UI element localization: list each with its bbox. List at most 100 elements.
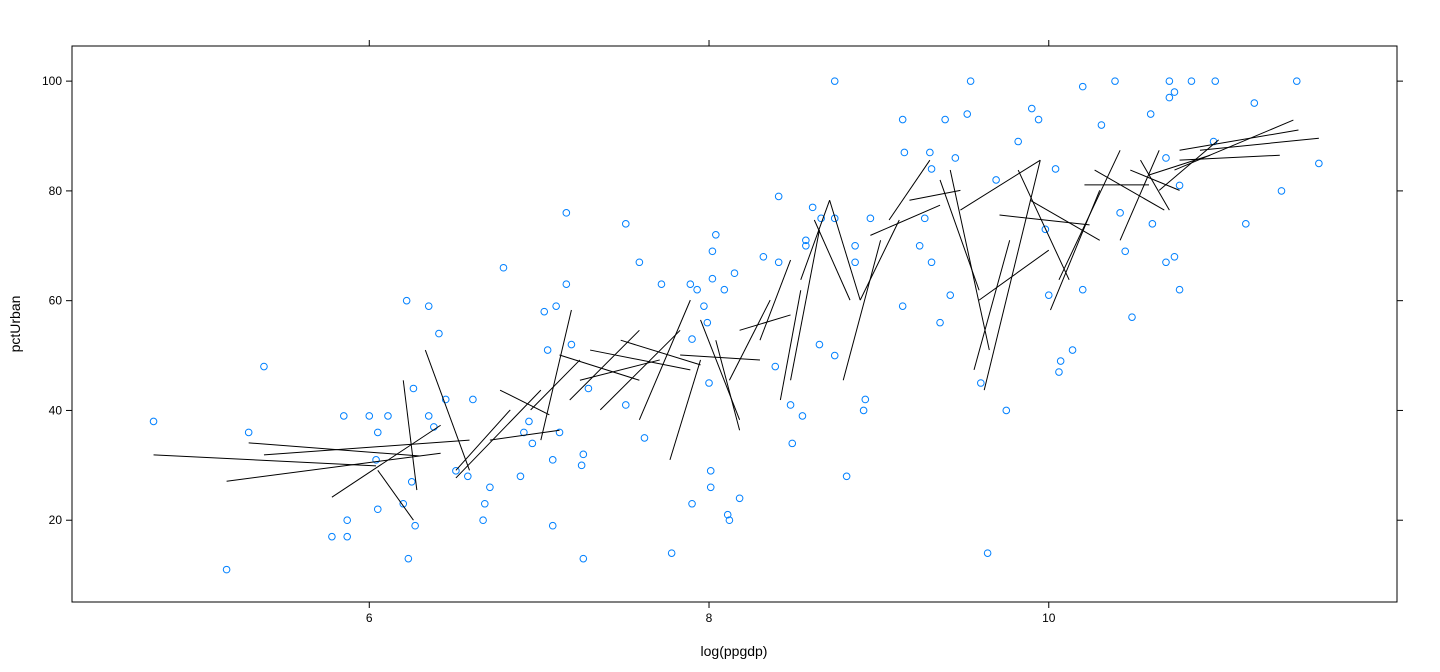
point xyxy=(920,214,929,223)
point xyxy=(399,499,408,508)
y-tick-label: 100 xyxy=(42,74,62,88)
point xyxy=(621,401,630,409)
x-tick-label: 6 xyxy=(366,611,373,625)
x-axis-title: log(ppgdp) xyxy=(701,643,768,659)
fit-segment xyxy=(530,359,581,411)
fit-segment xyxy=(870,204,941,236)
point xyxy=(1292,77,1301,85)
fit-segment xyxy=(859,219,900,301)
fit-segment xyxy=(960,159,1041,211)
point xyxy=(759,252,768,261)
point xyxy=(830,351,839,360)
point xyxy=(703,318,712,327)
fit-segment xyxy=(638,299,691,420)
point xyxy=(424,302,433,310)
point xyxy=(1097,121,1106,129)
point xyxy=(1250,99,1259,107)
point xyxy=(898,302,907,310)
point xyxy=(1078,82,1087,91)
point xyxy=(365,412,374,420)
point xyxy=(562,280,571,289)
point xyxy=(1056,357,1065,365)
point xyxy=(866,214,875,223)
point xyxy=(480,499,489,508)
point xyxy=(562,209,571,217)
fit-segment xyxy=(728,299,771,381)
point xyxy=(735,494,744,503)
point xyxy=(712,231,720,239)
point xyxy=(688,335,696,343)
point xyxy=(621,220,630,228)
point xyxy=(725,516,734,525)
point xyxy=(808,203,817,212)
point xyxy=(951,154,960,162)
point xyxy=(657,280,666,289)
point xyxy=(411,521,419,530)
point xyxy=(222,565,231,574)
point xyxy=(977,379,985,387)
point xyxy=(1211,77,1220,85)
point xyxy=(667,549,676,557)
point xyxy=(540,307,549,316)
point xyxy=(543,346,552,354)
point xyxy=(774,258,783,267)
point xyxy=(992,176,1000,184)
point xyxy=(1034,115,1043,124)
point xyxy=(1175,181,1184,190)
fit-segment xyxy=(739,314,791,331)
point xyxy=(700,302,708,310)
fit-segment xyxy=(402,380,418,491)
fit-segment xyxy=(620,339,701,366)
point xyxy=(1165,77,1174,85)
fit-segment xyxy=(983,160,1041,391)
point xyxy=(900,148,909,157)
point xyxy=(802,236,810,245)
point xyxy=(774,192,783,201)
fit-segment xyxy=(559,354,640,381)
point xyxy=(830,77,839,85)
fit-segment xyxy=(800,200,831,280)
fit-segment xyxy=(715,340,741,431)
point xyxy=(567,340,576,349)
fit-segment xyxy=(779,290,802,401)
point xyxy=(927,258,936,267)
y-tick-label: 20 xyxy=(49,513,63,527)
point xyxy=(555,428,564,437)
fit-segment xyxy=(1174,119,1294,171)
point xyxy=(786,401,795,409)
fit-segment xyxy=(377,469,414,521)
point xyxy=(1044,291,1053,299)
x-tick-label: 8 xyxy=(706,611,713,625)
fit-segment xyxy=(1140,159,1170,211)
point xyxy=(963,110,972,118)
y-tick-label: 60 xyxy=(49,294,63,308)
fit-segment xyxy=(455,389,542,479)
point xyxy=(941,115,949,124)
point xyxy=(1315,159,1323,168)
fit-segment xyxy=(226,452,441,482)
point xyxy=(817,214,825,223)
point xyxy=(372,456,380,464)
y-axis-title: pctUrban xyxy=(7,296,23,353)
point xyxy=(936,318,944,327)
point xyxy=(830,214,839,223)
point xyxy=(926,148,934,157)
point xyxy=(706,467,715,475)
point xyxy=(402,296,411,305)
point xyxy=(859,406,868,415)
point xyxy=(244,428,253,437)
fit-segment xyxy=(1029,199,1100,241)
fit-segment xyxy=(978,249,1050,301)
fit-segment xyxy=(1148,154,1211,176)
fit-segment xyxy=(1119,150,1160,241)
fit-segment xyxy=(973,240,1011,370)
point xyxy=(579,554,588,563)
point xyxy=(730,269,739,278)
fit-segment xyxy=(540,309,572,441)
fit-segment xyxy=(1179,129,1299,151)
point xyxy=(686,280,695,289)
point xyxy=(548,456,557,464)
point xyxy=(525,417,533,426)
point xyxy=(528,439,537,448)
point xyxy=(966,77,975,85)
